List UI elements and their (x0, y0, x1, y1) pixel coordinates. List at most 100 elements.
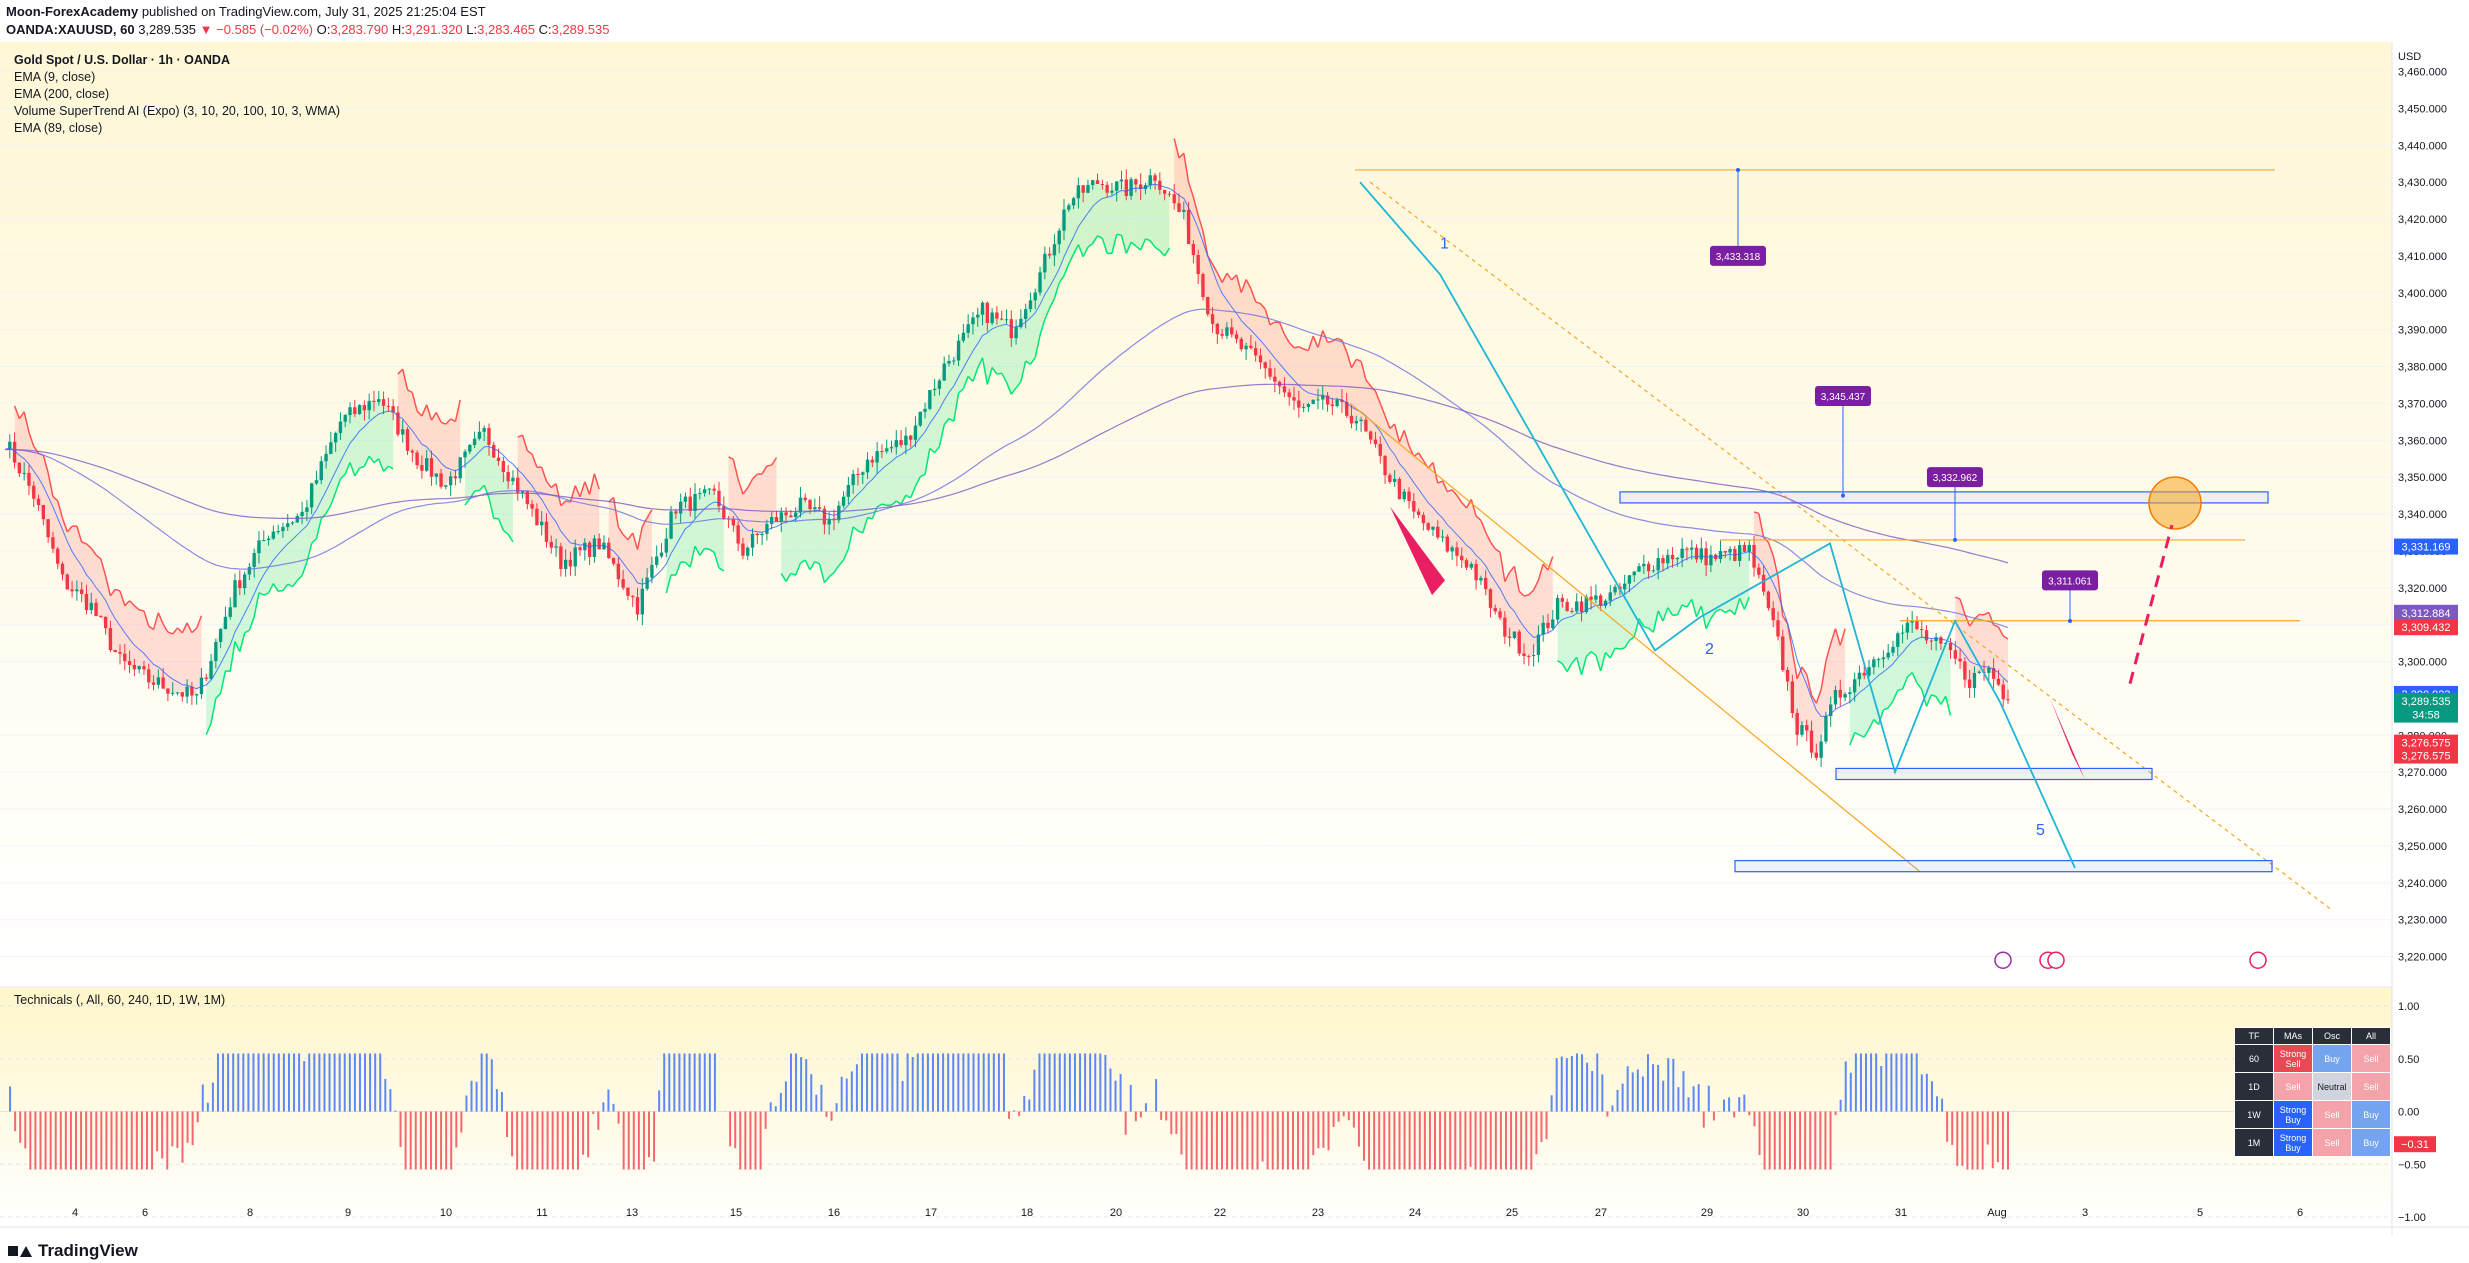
supertrend-down-line (1231, 274, 1238, 281)
supertrend-down-line (42, 454, 49, 473)
candle-body (290, 522, 295, 524)
candle-body (750, 533, 755, 548)
legend-ema-89[interactable]: EMA (89, close) (14, 121, 103, 135)
candle-body (103, 616, 108, 629)
candle-body (1287, 392, 1291, 398)
candle-body (2001, 684, 2005, 700)
supertrend-up-fill (359, 405, 365, 469)
time-tick: 5 (2197, 1207, 2203, 1219)
candle-body (1900, 632, 1905, 634)
supertrend-down-line (1374, 390, 1381, 404)
candle-body (755, 533, 760, 536)
supertrend-down-line (1303, 348, 1309, 352)
technicals-label[interactable]: Technicals (, All, 60, 240, 1D, 1W, 1M) (14, 993, 226, 1007)
author-name[interactable]: Moon-ForexAcademy (6, 4, 139, 19)
candle-body (41, 505, 46, 520)
supertrend-down-fill (647, 509, 652, 578)
supertrend-down-fill (1341, 340, 1347, 416)
candle-body (1939, 637, 1943, 644)
candle-body (980, 302, 985, 315)
axis-badge (2394, 734, 2458, 751)
supertrend-up-line (1638, 618, 1645, 627)
supertrend-down-line (1796, 666, 1803, 680)
callout-box (1710, 245, 1766, 266)
supertrend-down-line (737, 479, 744, 495)
candle-body (1522, 653, 1526, 656)
supertrend-up-fill (1049, 244, 1055, 309)
supertrend-up-fill (1849, 679, 1855, 746)
supertrend-up-line (334, 478, 342, 493)
supertrend-down-line (747, 478, 754, 489)
supertrend-up-fill (1629, 571, 1635, 641)
price-tick: 3,420.000 (2398, 214, 2447, 226)
supertrend-down-fill (1217, 272, 1223, 336)
candle-body (1445, 536, 1450, 552)
supertrend-up-line (1063, 263, 1070, 277)
time-axis[interactable]: 4 6 8 9 10 11 13 15 16 17 18 20 22 23 24 25 27 29 30 31 Aug 3… (72, 1207, 2303, 1219)
supertrend-up-line (1868, 719, 1875, 730)
supertrend-up-line (891, 500, 897, 506)
candle-body (746, 547, 750, 556)
supertrend-down-fill (1528, 590, 1534, 657)
candle-body (932, 388, 937, 391)
legend-ema-200[interactable]: EMA (200, close) (14, 87, 110, 101)
candle-body (1225, 327, 1229, 336)
supertrend-up-fill (1116, 179, 1122, 236)
supertrend-down-fill (1308, 336, 1314, 405)
axis-badge (2394, 747, 2458, 764)
supertrend-down-line (1235, 274, 1243, 293)
candle-body (314, 480, 319, 484)
supertrend-up-line (1710, 611, 1717, 619)
candle-body (1134, 179, 1138, 185)
candle-body (626, 587, 630, 596)
candle-body (113, 650, 117, 653)
callout-anchor (1953, 537, 1957, 542)
supertrend-up-line (248, 616, 255, 631)
drawings-layer[interactable]: 1 2 5 3,433.318 3,345.437 3,332.962 3,311.061 (1349, 167, 2331, 969)
supertrend-up-line (1720, 608, 1726, 614)
candle-body (923, 408, 927, 412)
legend-ema-9[interactable]: EMA (9, close) (14, 70, 96, 84)
supertrend-up-line (1614, 647, 1620, 650)
supertrend-up-fill (1883, 652, 1889, 710)
supertrend-up-line (315, 518, 322, 539)
price-axis[interactable]: USD 3,220.000 3,230.000 3,240.000 3,250.000 3… (2394, 51, 2458, 1224)
supertrend-down-line (1327, 340, 1333, 344)
price-tick: 3,430.000 (2398, 177, 2447, 189)
candle-body (252, 553, 256, 567)
supertrend-up-line (287, 583, 293, 588)
supertrend-down-line (1801, 666, 1808, 675)
supertrend-up-fill (1686, 547, 1692, 608)
supertrend-down-line (1216, 272, 1223, 283)
candle-body (1857, 672, 1862, 680)
supertrend-up-fill (1135, 184, 1141, 251)
candle-body (678, 501, 683, 514)
candle-body (1848, 692, 1852, 695)
supertrend-down-fill (1524, 594, 1529, 657)
footer: TradingView (0, 1236, 2469, 1263)
supertrend-up-fill (383, 405, 389, 472)
candle-body (1234, 334, 1239, 339)
legend-title[interactable]: Gold Spot / U.S. Dollar · 1h · OANDA (14, 53, 230, 67)
price-chart[interactable]: 1253,433.3183,345.4373,332.9623,311.061 … (0, 42, 2469, 1236)
wave-label: 1 (1440, 236, 1449, 253)
cell-mas: Strong Buy (2273, 1128, 2313, 1157)
ema-89-line (4, 308, 2009, 629)
supertrend-up-line (1643, 625, 1649, 629)
supertrend-up-line (809, 561, 816, 571)
supertrend-up-line (881, 503, 887, 507)
candle-body (1162, 189, 1167, 194)
supertrend-up-line (718, 567, 725, 572)
candle-body (1258, 355, 1263, 363)
supertrend-up-line (1092, 235, 1099, 244)
candle-body (1469, 563, 1473, 568)
legend-supertrend[interactable]: Volume SuperTrend AI (Expo) (3, 10, 20, … (14, 104, 341, 118)
axis-badge (2394, 692, 2458, 709)
supertrend-up-fill (810, 507, 815, 570)
candle-body (583, 542, 587, 551)
tradingview-logo[interactable]: TradingView (8, 1241, 138, 1261)
candle-body (741, 543, 745, 556)
candle-body (659, 552, 664, 557)
candle-body (702, 489, 707, 494)
candle-body (1829, 704, 1833, 717)
